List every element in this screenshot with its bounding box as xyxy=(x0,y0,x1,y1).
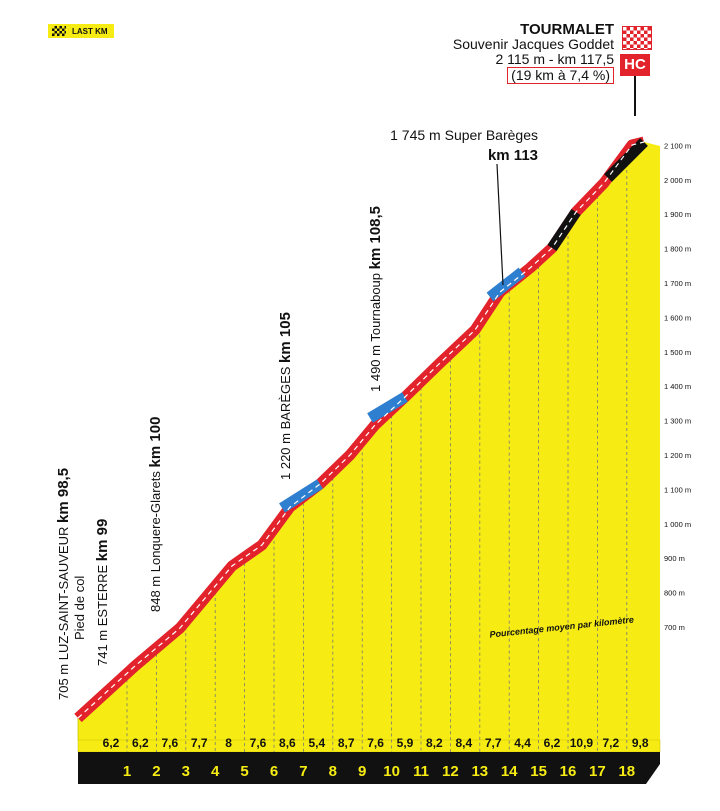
profile-base xyxy=(77,718,661,753)
road-steep-section xyxy=(604,138,648,182)
y-tick-label: 700 m xyxy=(664,623,685,632)
gradient-label: 8 xyxy=(225,736,232,750)
gradient-label: 6,2 xyxy=(132,736,149,750)
gradient-label: 4,4 xyxy=(514,736,531,750)
y-tick-label: 1 800 m xyxy=(664,245,691,254)
km-number: 10 xyxy=(383,763,400,780)
category-flag: HC xyxy=(620,26,654,116)
gradient-label: 5,4 xyxy=(308,736,325,750)
y-tick-label: 1 700 m xyxy=(664,279,691,288)
waypoint-label: 705 m LUZ-SAINT-SAUVEUR km 98,5 xyxy=(55,468,72,700)
gradient-label: 8,6 xyxy=(279,736,296,750)
y-tick-label: 1 100 m xyxy=(664,485,691,494)
gradient-label: 7,6 xyxy=(161,736,178,750)
waypoint-label: 1 220 m BARÈGES km 105 xyxy=(277,312,294,480)
y-tick-label: 1 500 m xyxy=(664,348,691,357)
y-tick-label: 1 400 m xyxy=(664,382,691,391)
waypoint-name: 848 m Lonquere-Glarets xyxy=(148,467,163,612)
waypoint-km: km 98,5 xyxy=(55,468,72,523)
gradient-label: 7,7 xyxy=(485,736,502,750)
km-number: 5 xyxy=(240,763,248,780)
waypoint-name: 705 m LUZ-SAINT-SAUVEUR xyxy=(56,523,71,700)
summit-name: TOURMALET xyxy=(520,21,614,38)
gradient-label: 7,6 xyxy=(250,736,267,750)
road-highlight-section xyxy=(279,479,323,513)
waypoint-label: 741 m ESTERRE km 99 xyxy=(94,519,111,666)
waypoint-label: 1 490 m Tournaboup km 108,5 xyxy=(367,206,384,392)
category-badge: HC xyxy=(620,54,650,76)
y-tick-label: 1 600 m xyxy=(664,313,691,322)
y-tick-label: 1 000 m xyxy=(664,520,691,529)
waypoint-km: km 99 xyxy=(94,519,111,562)
gradient-label: 8,7 xyxy=(338,736,355,750)
waypoint-km: km 113 xyxy=(488,147,538,164)
km-number: 18 xyxy=(618,763,635,780)
gradient-label: 8,4 xyxy=(455,736,472,750)
waypoint-km: km 108,5 xyxy=(367,206,384,269)
km-number: 16 xyxy=(560,763,577,780)
waypoint-label: 848 m Lonquere-Glarets km 100 xyxy=(147,417,164,612)
km-number: 13 xyxy=(471,763,488,780)
summit-altitude-km: 2 115 m - km 117,5 xyxy=(495,51,614,67)
y-tick-label: 1 200 m xyxy=(664,451,691,460)
climb-summary: (19 km à 7,4 %) xyxy=(507,67,614,84)
summit-info: TOURMALET Souvenir Jacques Goddet 2 115 … xyxy=(453,22,614,84)
road-highlight-section xyxy=(367,392,408,423)
km-number: 4 xyxy=(211,763,220,780)
km-number: 17 xyxy=(589,763,606,780)
checkered-banner-icon xyxy=(622,26,652,50)
y-tick-label: 800 m xyxy=(664,589,685,598)
flag-pole xyxy=(634,76,636,116)
km-number: 7 xyxy=(299,763,307,780)
waypoint-note: Pied de col xyxy=(72,576,87,640)
km-number: 8 xyxy=(329,763,337,780)
gradient-label: 7,6 xyxy=(367,736,384,750)
road-highlight-section xyxy=(486,267,526,302)
y-tick-label: 1 300 m xyxy=(664,417,691,426)
gradient-label: 9,8 xyxy=(632,736,649,750)
waypoint-name: 741 m ESTERRE xyxy=(95,561,110,666)
km-strip xyxy=(78,752,660,784)
gradient-label: 8,2 xyxy=(426,736,443,750)
km-number: 9 xyxy=(358,763,366,780)
profile-area xyxy=(78,142,660,740)
checkered-flag-icon xyxy=(52,26,66,36)
waypoint-name: 1 745 m Super Barèges xyxy=(390,127,538,143)
km-number: 15 xyxy=(530,763,547,780)
km-number: 1 xyxy=(123,763,131,780)
y-tick-label: 900 m xyxy=(664,554,685,563)
summit-subtitle: Souvenir Jacques Goddet xyxy=(452,36,614,52)
road-centerline xyxy=(77,141,645,719)
gradient-label: 7,7 xyxy=(191,736,208,750)
last-km-badge: LAST KM xyxy=(48,24,114,38)
km-number: 12 xyxy=(442,763,459,780)
gradient-label: 6,2 xyxy=(103,736,120,750)
km-number: 14 xyxy=(501,763,518,780)
km-number: 3 xyxy=(182,763,190,780)
waypoint-name: 1 490 m Tournaboup xyxy=(368,269,383,392)
gradient-label: 6,2 xyxy=(544,736,561,750)
waypoint-km: km 100 xyxy=(147,417,164,468)
y-tick-label: 1 900 m xyxy=(664,210,691,219)
gradient-label: 5,9 xyxy=(397,736,414,750)
last-km-label: LAST KM xyxy=(72,26,108,36)
waypoint-km: km 105 xyxy=(277,312,294,363)
km-number: 11 xyxy=(413,763,429,780)
waypoint-name: 1 220 m BARÈGES xyxy=(278,363,293,480)
gradient-label: 7,2 xyxy=(602,736,619,750)
y-tick-label: 2 100 m xyxy=(664,141,691,150)
waypoint-pointer xyxy=(496,163,504,286)
km-number: 2 xyxy=(152,763,160,780)
km-number: 6 xyxy=(270,763,278,780)
y-tick-label: 2 000 m xyxy=(664,176,691,185)
gradient-label: 10,9 xyxy=(570,736,594,750)
